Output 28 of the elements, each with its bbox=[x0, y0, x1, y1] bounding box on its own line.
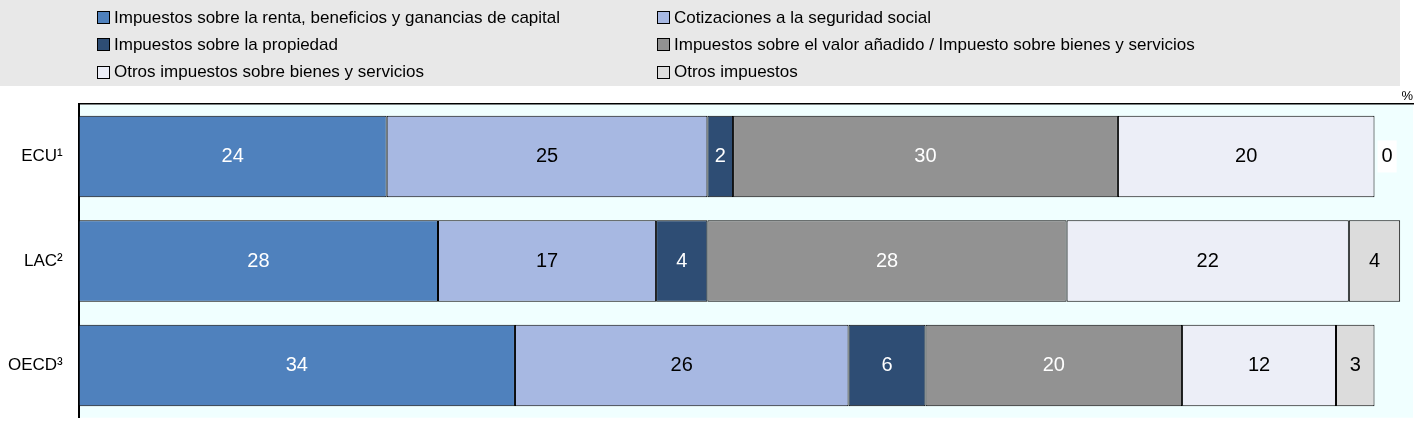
data-label: 26 bbox=[670, 353, 693, 376]
data-label: 30 bbox=[914, 143, 937, 166]
y-tick-label: ECU¹ bbox=[21, 146, 64, 166]
legend-label: Cotizaciones a la seguridad social bbox=[674, 6, 932, 29]
data-label: 22 bbox=[1196, 248, 1219, 271]
data-label: 28 bbox=[875, 248, 899, 271]
data-label: 4 bbox=[676, 248, 688, 271]
data-label: 12 bbox=[1247, 353, 1271, 376]
data-label: 2 bbox=[714, 143, 726, 166]
legend-label: Otros impuestos bbox=[674, 61, 798, 84]
legend-label: Impuestos sobre la renta, beneficios y ganancias de capital bbox=[114, 6, 561, 29]
data-label: 4 bbox=[1368, 248, 1381, 271]
x-axis-title: % bbox=[1401, 87, 1414, 103]
data-label: 17 bbox=[535, 248, 559, 271]
legend-label: Impuestos sobre el valor añadido / Impuesto sobre bienes y servicios bbox=[674, 34, 1195, 56]
data-label: 20 bbox=[1042, 353, 1065, 376]
data-label: 20 bbox=[1235, 143, 1258, 166]
data-label: 0 bbox=[1381, 143, 1393, 166]
data-label: 24 bbox=[221, 143, 244, 166]
data-label: 28 bbox=[247, 248, 270, 271]
data-label: 6 bbox=[881, 353, 893, 376]
y-tick-label: LAC² bbox=[24, 250, 64, 270]
legend-label: Impuestos sobre la propiedad bbox=[114, 34, 338, 56]
data-label: 34 bbox=[285, 353, 308, 376]
data-label: 25 bbox=[535, 143, 559, 166]
data-label: 3 bbox=[1349, 353, 1361, 376]
y-tick-label: OECD³ bbox=[8, 355, 64, 375]
legend-label: Otros impuestos sobre bienes y servicios bbox=[114, 61, 424, 84]
